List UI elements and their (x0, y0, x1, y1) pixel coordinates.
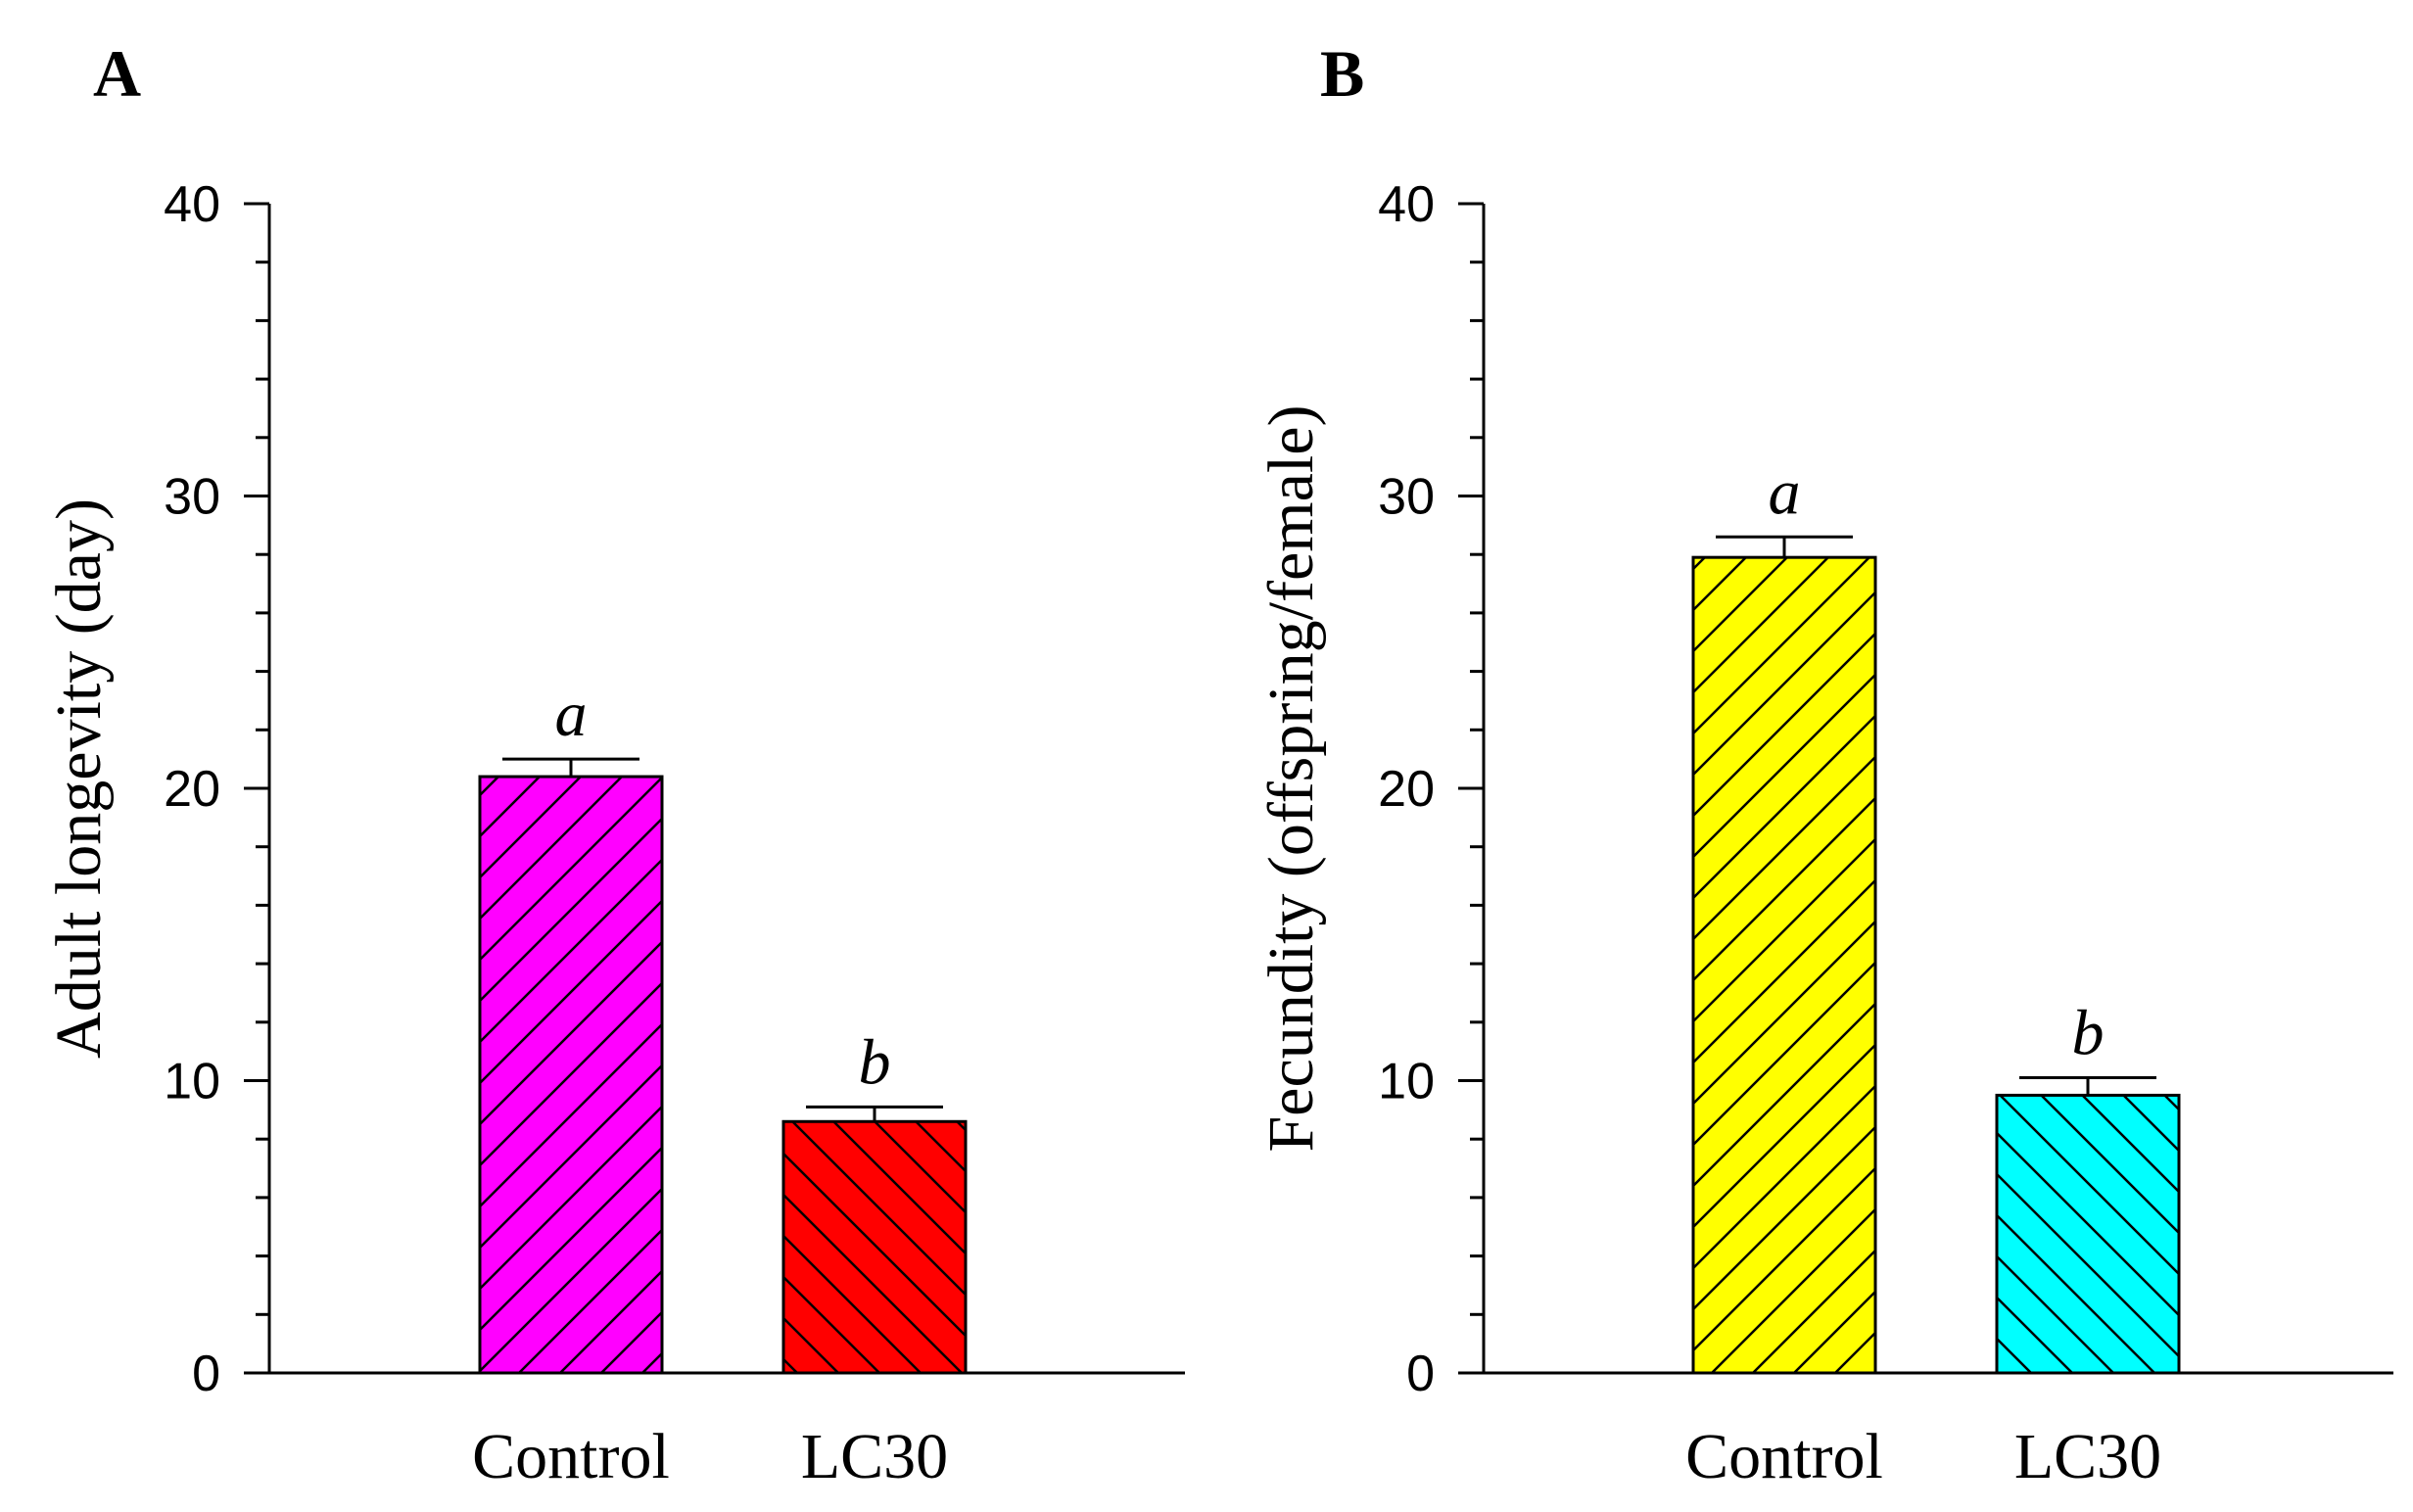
y-tick-label: 0 (1406, 1346, 1435, 1402)
bars-b: ab (1691, 456, 2181, 1375)
significance-label-0: a (1769, 456, 1801, 528)
category-label-1: LC30 (2014, 1421, 2161, 1492)
category-label-0: Control (472, 1421, 670, 1492)
category-label-1: LC30 (801, 1421, 948, 1492)
bars-a: ab (478, 679, 968, 1375)
bar-outline-1 (781, 1119, 968, 1375)
x-labels-a: Control LC30 (472, 1421, 948, 1492)
y-axis-title-b: Fecundity (offspring/female) (1255, 404, 1327, 1152)
y-tick-label: 20 (164, 761, 220, 818)
significance-label-1: b (2072, 998, 2105, 1069)
bar-outline-1 (1995, 1093, 2181, 1375)
x-labels-b: Control LC30 (1685, 1421, 2161, 1492)
y-tick-label: 10 (164, 1054, 220, 1110)
panel-letter-a: A (93, 36, 141, 111)
category-label-0: Control (1685, 1421, 1883, 1492)
y-tick-label: 10 (1378, 1054, 1435, 1110)
significance-label-1: b (859, 1026, 891, 1098)
y-ticks-a: 0 10 20 30 40 (164, 176, 269, 1402)
y-tick-label: 30 (164, 469, 220, 526)
y-tick-label: 40 (164, 176, 220, 233)
bar-outline-0 (1691, 555, 1877, 1375)
y-axis-title-a: Adult longevity (day) (43, 498, 115, 1059)
y-ticks-b: 0 10 20 30 40 (1378, 176, 1484, 1402)
y-tick-label: 0 (192, 1346, 220, 1402)
panel-b: B Fecundity (offspring/female) ab 010203… (1255, 36, 2393, 1492)
panel-letter-b: B (1320, 36, 1364, 111)
y-tick-label: 40 (1378, 176, 1435, 233)
y-tick-label: 30 (1378, 469, 1435, 526)
axes-a (267, 204, 1185, 1375)
bar-outline-0 (478, 775, 664, 1375)
significance-label-0: a (555, 679, 588, 750)
y-tick-label: 20 (1378, 761, 1435, 818)
axes-b (1482, 204, 2393, 1375)
